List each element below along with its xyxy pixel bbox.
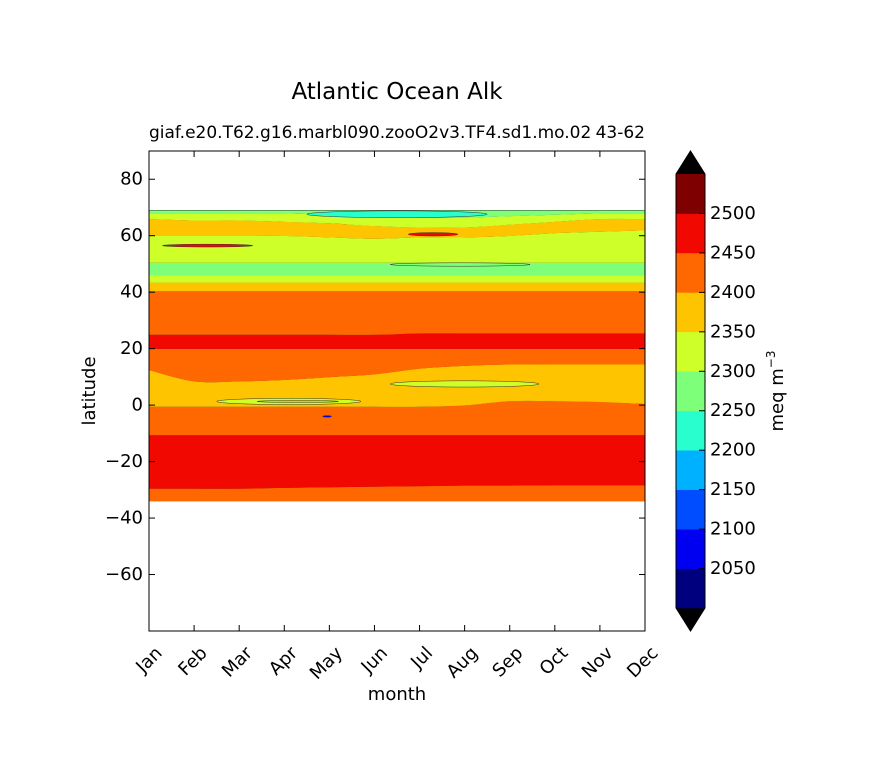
contour-patch-3 bbox=[306, 210, 488, 218]
y-tick-label-40: 40 bbox=[120, 282, 143, 303]
colorbar-segment-1 bbox=[676, 529, 705, 569]
colorbar-segment-10 bbox=[676, 174, 705, 214]
y-axis-label: latitude bbox=[79, 356, 100, 425]
colorbar-segment-8 bbox=[676, 252, 705, 293]
x-tick-label-Mar: Mar bbox=[218, 642, 257, 681]
y-tick-label-20: 20 bbox=[120, 338, 143, 359]
contour-band-6 bbox=[149, 290, 645, 335]
x-tick-label-Nov: Nov bbox=[578, 642, 618, 682]
colorbar-tick-label-2500: 2500 bbox=[710, 203, 756, 224]
colorbar-segment-2 bbox=[676, 489, 705, 530]
colorbar-extend-under bbox=[676, 608, 705, 631]
colorbar-segment-3 bbox=[676, 450, 705, 490]
colorbar-outline bbox=[675, 150, 706, 632]
y-tick-label-80: 80 bbox=[120, 169, 143, 190]
colorbar-segment-4 bbox=[676, 410, 705, 451]
colorbar-tick-label-2250: 2250 bbox=[710, 400, 756, 421]
contour-patch-2 bbox=[389, 262, 531, 267]
chart-subtitle-left: giaf.e20.T62.g16.marbl090.zooO2v3.TF4.sd… bbox=[149, 123, 591, 143]
y-tick-label-60: 60 bbox=[120, 225, 143, 246]
x-tick-label-Jan: Jan bbox=[131, 643, 166, 678]
colorbar-segment-9 bbox=[676, 213, 705, 254]
plot-frame bbox=[148, 150, 646, 632]
y-tick-label--20: −20 bbox=[105, 451, 143, 472]
colorbar-tick-label-2100: 2100 bbox=[710, 519, 756, 540]
contour-band-7 bbox=[149, 281, 645, 292]
colorbar-segment-7 bbox=[676, 292, 705, 333]
x-tick-label-Apr: Apr bbox=[265, 642, 302, 679]
chart-subtitle-right: 43-62 bbox=[596, 123, 645, 143]
x-axis-label: month bbox=[368, 684, 426, 705]
colorbar-extend-over bbox=[676, 151, 705, 174]
x-tick-label-Jul: Jul bbox=[406, 643, 437, 674]
contour-band-5 bbox=[149, 332, 645, 349]
contour-patch-6 bbox=[256, 400, 339, 403]
x-tick-label-Dec: Dec bbox=[623, 643, 662, 682]
y-tick-label--60: −60 bbox=[105, 564, 143, 585]
plot-area bbox=[149, 209, 645, 502]
chart-title: Atlantic Ocean Alk bbox=[291, 79, 503, 105]
colorbar-segment-0 bbox=[676, 568, 705, 609]
contour-patch-4 bbox=[389, 380, 540, 388]
contour-patch-1 bbox=[162, 243, 253, 248]
contour-patch-7 bbox=[322, 415, 332, 418]
colorbar-tick-label-2450: 2450 bbox=[710, 242, 756, 263]
colorbar-tick-label-2350: 2350 bbox=[710, 321, 756, 342]
colorbar-tick-label-2200: 2200 bbox=[710, 440, 756, 461]
contour-band-1 bbox=[149, 434, 645, 489]
colorbar-segment-6 bbox=[676, 331, 705, 372]
colorbar-segment-5 bbox=[676, 371, 705, 412]
colorbar-tick-label-2400: 2400 bbox=[710, 282, 756, 303]
contour-patch-0 bbox=[408, 232, 459, 237]
colorbar: 2050 2100 2150 2200 2250 2300 2350 2400 2450 2500 bbox=[675, 150, 756, 632]
x-tick-label-Sep: Sep bbox=[488, 643, 527, 682]
y-axis: 80 60 40 20 0 −20 −40 −60 bbox=[105, 169, 645, 585]
x-tick-label-Feb: Feb bbox=[174, 643, 211, 680]
contour-band-8 bbox=[149, 274, 645, 283]
colorbar-label: meq m−3 bbox=[764, 351, 788, 432]
y-tick-label--40: −40 bbox=[105, 508, 143, 529]
x-tick-label-Aug: Aug bbox=[443, 643, 483, 683]
x-tick-label-Jun: Jun bbox=[357, 643, 392, 678]
colorbar-tick-label-2050: 2050 bbox=[710, 558, 756, 579]
x-tick-label-Oct: Oct bbox=[536, 643, 573, 680]
y-tick-label-0: 0 bbox=[132, 395, 143, 416]
x-tick-label-May: May bbox=[306, 642, 347, 683]
colorbar-tick-label-2150: 2150 bbox=[710, 479, 756, 500]
colorbar-tick-label-2300: 2300 bbox=[710, 361, 756, 382]
